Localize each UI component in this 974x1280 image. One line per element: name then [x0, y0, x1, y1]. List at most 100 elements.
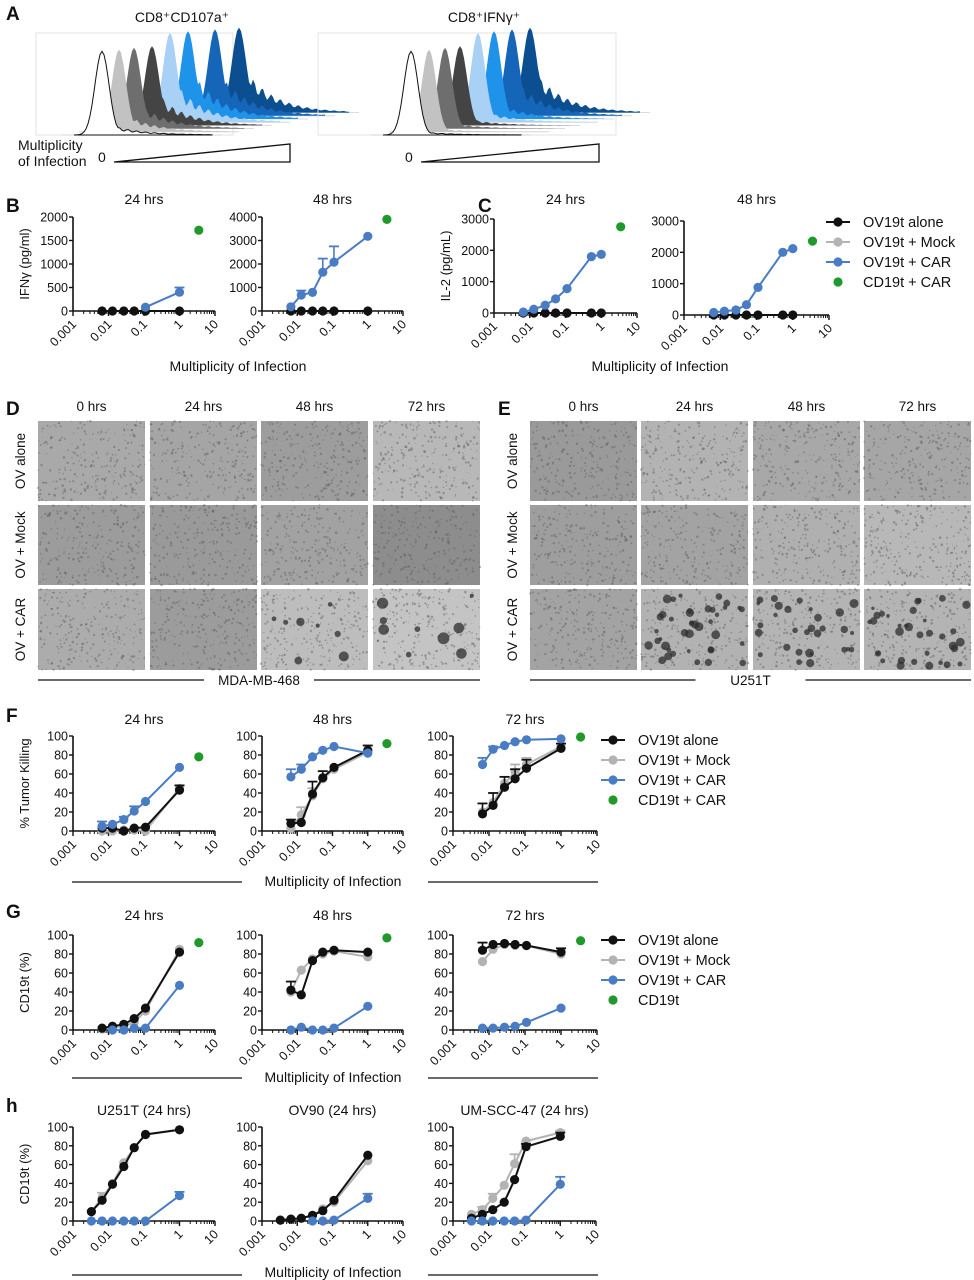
cell-speck [277, 661, 280, 664]
cell-speck [646, 474, 649, 476]
cell-speck [63, 490, 67, 493]
cell-speck [657, 437, 660, 440]
cell-speck [230, 593, 233, 595]
cell-speck [242, 494, 244, 496]
cell-speck [334, 428, 337, 431]
cell-speck [324, 535, 327, 538]
cell-speck [153, 442, 156, 445]
cell-speck [614, 476, 618, 480]
cell-speck [123, 470, 127, 473]
cell-speck [343, 630, 346, 633]
cell-speck [212, 542, 215, 545]
panel-letter-e: E [498, 399, 511, 420]
cell-speck [56, 645, 59, 648]
cell-speck [72, 617, 75, 620]
cell-speck [398, 520, 401, 522]
cell-speck [142, 550, 145, 553]
cell-speck [327, 483, 330, 485]
cell-speck [201, 540, 203, 543]
cell-speck [182, 565, 185, 568]
cell-speck [741, 524, 744, 527]
cell-speck [236, 496, 239, 499]
cell-speck [835, 456, 838, 458]
cell-speck [915, 447, 918, 449]
cell-speck [442, 486, 444, 488]
cell-speck [81, 426, 83, 429]
cell-speck [91, 655, 93, 658]
cell-speck [378, 424, 382, 428]
cell-speck [102, 438, 105, 440]
cell-speck [263, 640, 265, 642]
cell-speck [645, 451, 647, 454]
cell-speck [434, 588, 436, 591]
cell-speck [215, 504, 218, 507]
cell-speck [570, 559, 573, 561]
cell-speck [149, 498, 153, 501]
cell-speck [209, 556, 211, 558]
cell-speck [472, 513, 475, 516]
cell-speck [215, 441, 218, 443]
cell-speck [39, 637, 42, 640]
micrograph-background [641, 421, 748, 501]
cell-speck [209, 608, 211, 611]
cell-speck [873, 441, 876, 444]
cell-speck [80, 555, 83, 559]
cell-speck [388, 570, 391, 573]
cell-speck [851, 441, 855, 444]
cell-speck [471, 591, 474, 594]
cell-speck [755, 546, 758, 549]
cell-speck [84, 592, 87, 595]
cell-speck [74, 452, 76, 454]
cell-speck [956, 458, 959, 461]
cell-speck [254, 600, 257, 604]
cell-speck [292, 571, 293, 573]
cell-speck [202, 613, 206, 616]
cell-speck [355, 655, 358, 658]
cell-speck [313, 477, 315, 479]
cell-speck [331, 650, 333, 653]
cell-speck [697, 497, 700, 500]
cell-speck [402, 454, 405, 457]
cell-speck [661, 526, 663, 528]
cell-speck [692, 575, 696, 579]
cell-cluster [405, 651, 412, 658]
cell-speck [784, 440, 787, 443]
cell-speck [150, 597, 153, 600]
cell-speck [720, 480, 722, 483]
cell-speck [603, 555, 607, 558]
cell-speck [314, 451, 316, 454]
cell-speck [179, 600, 181, 602]
cell-speck [784, 578, 786, 580]
cell-speck [324, 470, 326, 473]
cell-speck [103, 478, 105, 480]
cell-speck [111, 580, 114, 583]
cell-speck [452, 516, 455, 519]
cell-speck [348, 612, 351, 614]
cell-speck [295, 541, 298, 544]
cell-speck [344, 668, 347, 670]
cell-speck [833, 496, 835, 498]
cell-speck [589, 441, 592, 444]
cell-speck [78, 521, 81, 524]
cell-speck [97, 525, 100, 527]
cell-speck [53, 424, 56, 427]
cell-speck [359, 484, 361, 486]
cell-speck [93, 633, 96, 637]
cell-speck [138, 459, 140, 461]
cell-speck [131, 491, 134, 494]
cell-speck [682, 446, 684, 448]
cell-speck [208, 562, 211, 565]
cell-speck [124, 634, 126, 636]
cell-speck [936, 446, 939, 449]
cell-speck [229, 541, 232, 544]
cell-speck [904, 441, 906, 443]
cell-speck [163, 429, 166, 432]
cell-speck [392, 532, 394, 534]
cell-speck [240, 463, 242, 465]
cell-speck [409, 572, 413, 576]
cell-speck [378, 427, 381, 430]
cell-speck [266, 636, 269, 640]
cell-speck [532, 566, 535, 569]
cell-speck [554, 536, 556, 538]
cell-speck [166, 481, 168, 483]
